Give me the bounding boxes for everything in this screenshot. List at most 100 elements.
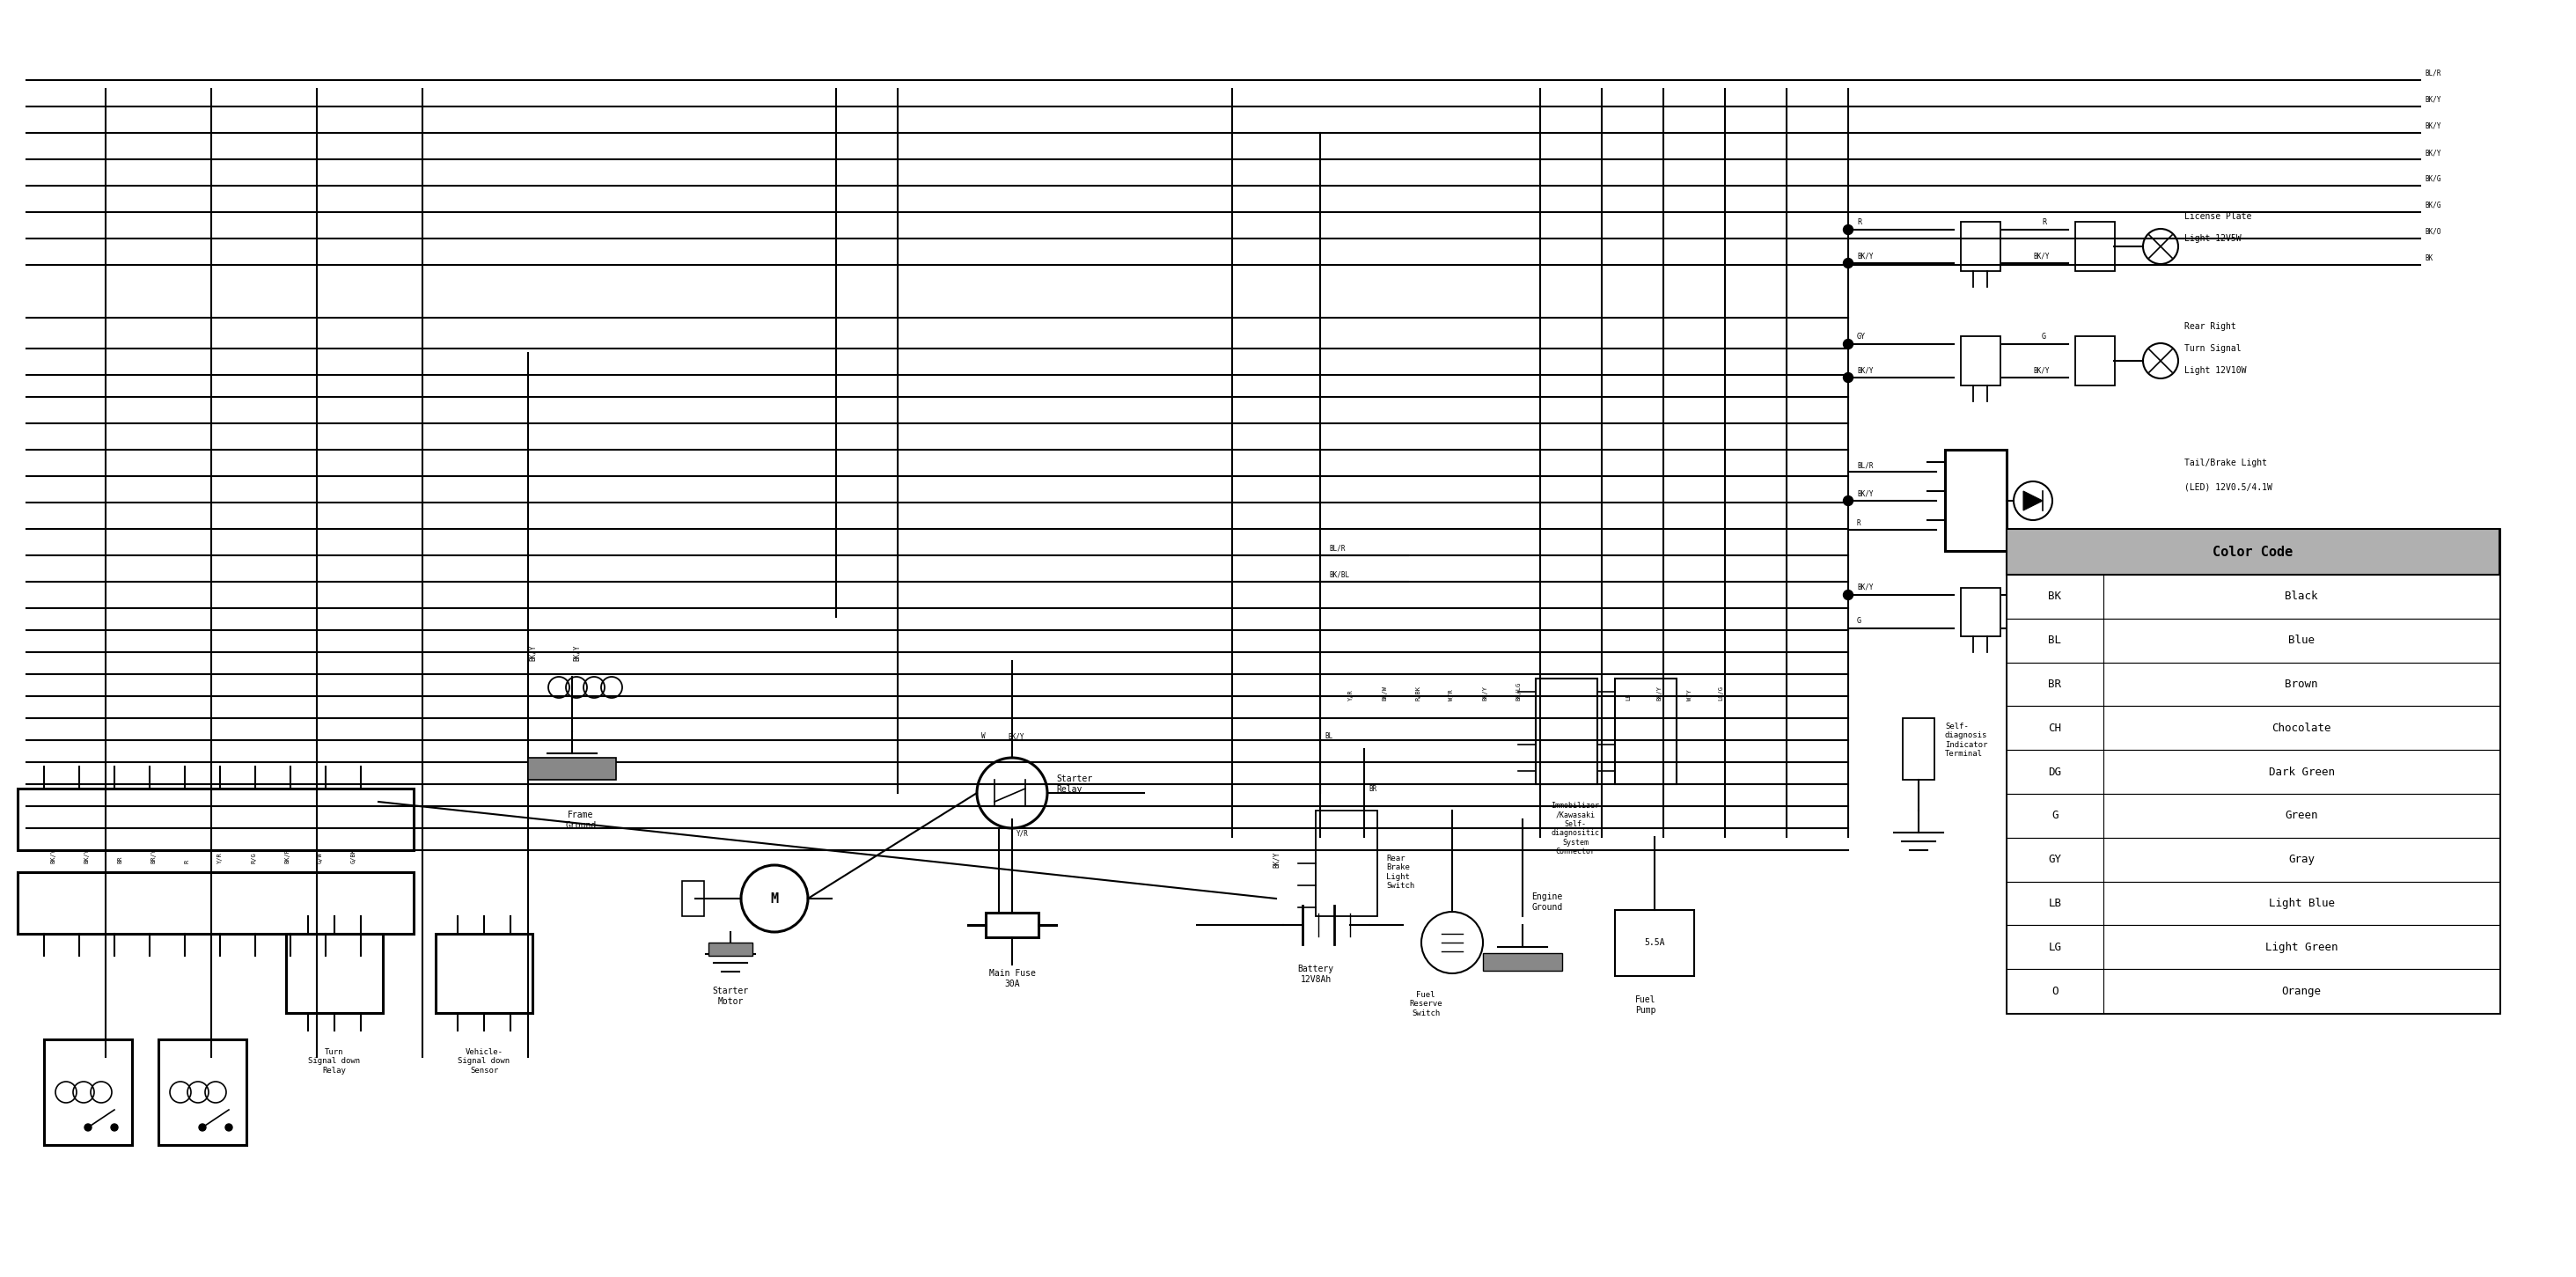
- Text: BL: BL: [2048, 635, 2061, 646]
- Bar: [1615, 911, 1695, 976]
- Bar: [2007, 838, 2499, 881]
- Text: LG: LG: [2048, 941, 2061, 953]
- Text: BL/R: BL/R: [1329, 544, 1345, 552]
- Bar: [2007, 706, 2499, 750]
- Text: BK/Y: BK/Y: [1007, 732, 1025, 741]
- Text: G/W: G/W: [317, 852, 322, 863]
- Circle shape: [1844, 495, 1852, 506]
- Text: BK/Y: BK/Y: [2424, 96, 2442, 103]
- Text: Rear Left: Rear Left: [2184, 573, 2231, 582]
- Bar: [1960, 587, 1999, 636]
- Text: W: W: [981, 732, 987, 741]
- Bar: [286, 933, 384, 1013]
- Text: Black: Black: [2285, 591, 2318, 603]
- Text: M: M: [770, 891, 778, 905]
- Text: BK/G: BK/G: [2424, 202, 2442, 209]
- Text: 5.5A: 5.5A: [1643, 939, 1664, 948]
- Circle shape: [224, 1124, 232, 1131]
- Text: BK/Y: BK/Y: [2032, 584, 2050, 591]
- Text: BK/Y: BK/Y: [528, 645, 536, 661]
- Text: BK/R: BK/R: [283, 848, 289, 863]
- Polygon shape: [2022, 492, 2043, 511]
- Text: BK/Y: BK/Y: [1857, 490, 1873, 498]
- Text: Blue: Blue: [2287, 635, 2316, 646]
- Text: BK/Y: BK/Y: [49, 848, 57, 863]
- Text: Orange: Orange: [2282, 986, 2321, 997]
- Text: GY: GY: [1857, 333, 1865, 341]
- Text: CH: CH: [2048, 723, 2061, 734]
- Bar: [1535, 678, 1597, 784]
- Text: BR/Y: BR/Y: [149, 848, 155, 863]
- Text: Tail/Brake Light: Tail/Brake Light: [2184, 458, 2267, 467]
- Bar: [1904, 718, 1935, 780]
- Text: BL/R: BL/R: [1857, 461, 1873, 469]
- Text: GY: GY: [2048, 854, 2061, 866]
- Text: Light Green: Light Green: [2264, 941, 2336, 953]
- Bar: [2007, 529, 2499, 575]
- Text: License Plate: License Plate: [2184, 212, 2251, 221]
- Bar: [435, 933, 533, 1013]
- Text: Y/R: Y/R: [216, 852, 222, 863]
- Text: R: R: [183, 859, 188, 863]
- Text: O: O: [2050, 986, 2058, 997]
- Text: Gray: Gray: [2287, 854, 2316, 866]
- Bar: [987, 913, 1038, 937]
- Text: R/BK: R/BK: [1414, 686, 1419, 701]
- Bar: [708, 942, 752, 955]
- Text: BK/Y: BK/Y: [1857, 584, 1873, 591]
- Text: BL: BL: [1324, 732, 1332, 741]
- Text: BK/Y: BK/Y: [1273, 852, 1280, 868]
- Text: LB: LB: [2048, 898, 2061, 909]
- Text: BK/Y: BK/Y: [2424, 148, 2442, 157]
- Bar: [1316, 811, 1378, 916]
- Text: DG: DG: [2048, 766, 2061, 778]
- Text: BK/Y: BK/Y: [2424, 123, 2442, 130]
- Circle shape: [1844, 373, 1852, 382]
- Bar: [1615, 678, 1677, 784]
- Bar: [1945, 450, 2007, 550]
- Text: Fuel
Reserve
Switch: Fuel Reserve Switch: [1409, 991, 1443, 1018]
- Text: Turn Signal: Turn Signal: [2184, 344, 2241, 352]
- Text: Dark Green: Dark Green: [2269, 766, 2334, 778]
- Text: Y/R: Y/R: [1018, 829, 1028, 836]
- Text: BL/R: BL/R: [2424, 69, 2442, 78]
- Circle shape: [1844, 340, 1852, 349]
- Bar: [2007, 969, 2499, 1013]
- Text: Light 12V10W: Light 12V10W: [2184, 366, 2246, 375]
- Bar: [44, 1039, 131, 1145]
- Circle shape: [1844, 590, 1852, 600]
- Text: G: G: [1857, 617, 1862, 624]
- Text: BK/Y: BK/Y: [1857, 366, 1873, 374]
- Text: BR: BR: [2048, 678, 2061, 690]
- Text: Chocolate: Chocolate: [2272, 723, 2331, 734]
- Text: LB: LB: [1625, 693, 1631, 701]
- Text: BK: BK: [2424, 254, 2432, 262]
- Bar: [157, 1039, 247, 1145]
- Bar: [2007, 750, 2499, 794]
- Bar: [2074, 587, 2115, 636]
- Text: BK/Y: BK/Y: [1656, 686, 1662, 701]
- Text: Vehicle-
Signal down
Sensor: Vehicle- Signal down Sensor: [459, 1048, 510, 1074]
- Bar: [2074, 222, 2115, 271]
- Text: Y/R: Y/R: [1347, 690, 1352, 701]
- Text: BR: BR: [1368, 785, 1376, 793]
- Text: (LED) 12V0.5/4.1W: (LED) 12V0.5/4.1W: [2184, 483, 2272, 492]
- Text: LG/G: LG/G: [1718, 686, 1723, 701]
- Bar: [683, 881, 703, 916]
- Bar: [1960, 337, 1999, 386]
- Text: R: R: [1857, 520, 1860, 527]
- Text: Fuel
Pump: Fuel Pump: [1636, 995, 1656, 1014]
- Text: BK/G: BK/G: [2424, 175, 2442, 183]
- Text: Starter
Relay: Starter Relay: [1056, 775, 1092, 794]
- Text: Turn
Signal down
Relay: Turn Signal down Relay: [309, 1048, 361, 1074]
- Bar: [2007, 663, 2499, 706]
- Text: Rear Right: Rear Right: [2184, 322, 2236, 331]
- Text: Frame
Ground: Frame Ground: [564, 811, 598, 830]
- Text: G/BK: G/BK: [350, 848, 355, 863]
- Text: BK/LG: BK/LG: [1515, 682, 1520, 701]
- Bar: [2007, 881, 2499, 926]
- Text: Turn Signal: Turn Signal: [2184, 595, 2241, 604]
- Circle shape: [1844, 258, 1852, 268]
- Text: Brown: Brown: [2285, 678, 2318, 690]
- Bar: [2007, 618, 2499, 663]
